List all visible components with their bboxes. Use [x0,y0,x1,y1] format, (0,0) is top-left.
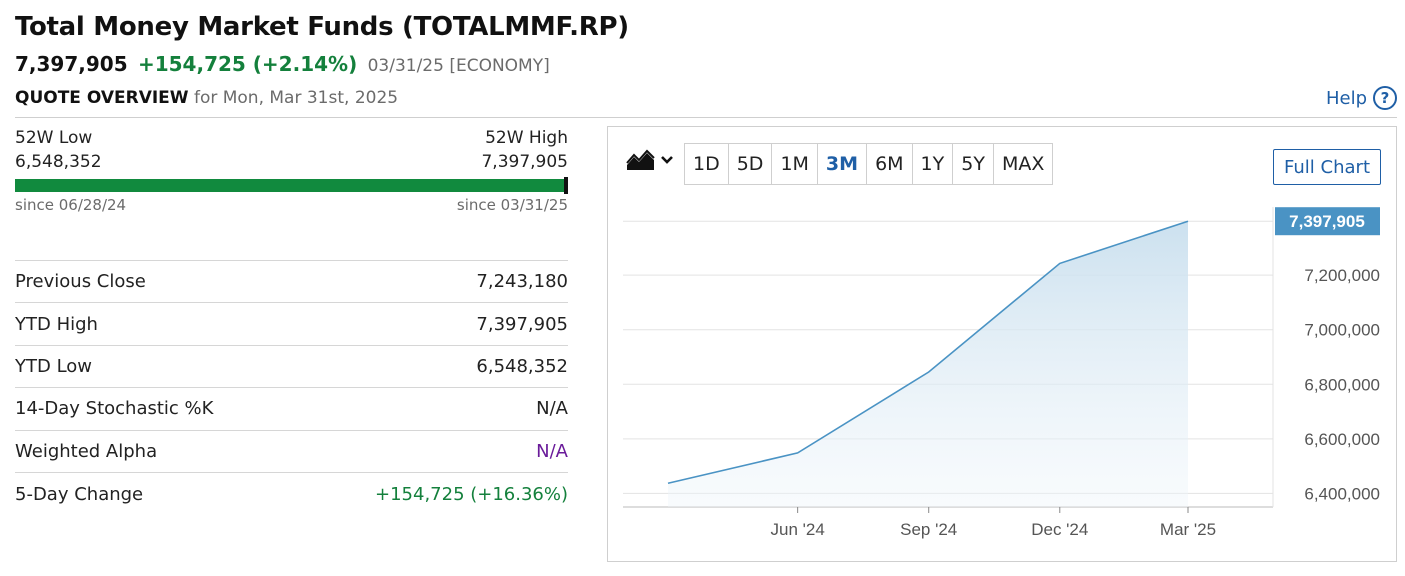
overview-date: for Mon, Mar 31st, 2025 [193,88,399,108]
stat-value: 7,243,180 [476,271,568,293]
stats-table: Previous Close 7,243,180 YTD High 7,397,… [15,260,568,515]
full-chart-button[interactable]: Full Chart [1273,149,1381,185]
tab-5y[interactable]: 5Y [953,144,994,184]
quote-meta: 03/31/25 [ECONOMY] [367,56,550,76]
52w-range-marker [564,177,568,194]
stat-row-previous-close: Previous Close 7,243,180 [15,261,568,304]
stat-label: YTD High [15,313,98,335]
tab-1m[interactable]: 1M [772,144,818,184]
y-tick-label: 7,000,000 [1304,321,1380,340]
stat-value: N/A [536,398,568,420]
y-tick-label: 6,600,000 [1304,430,1380,449]
page-title: Total Money Market Funds (TOTALMMF.RP) [15,12,629,42]
stat-value: +154,725 (+16.36%) [375,483,568,505]
tab-5d[interactable]: 5D [729,144,773,184]
chevron-down-icon [661,156,673,164]
52w-low-since: since 06/28/24 [15,196,127,214]
last-price-tag-label: 7,397,905 [1289,212,1365,231]
series-area [668,221,1188,507]
stat-row-weighted-alpha: Weighted Alpha N/A [15,431,568,473]
price-change: +154,725 (+2.14%) [137,52,358,76]
y-tick-label: 7,200,000 [1304,266,1380,285]
last-price-tag [1275,207,1380,236]
52w-high-since: since 03/31/25 [456,196,568,214]
help-icon: ? [1373,86,1397,110]
stat-value: 6,548,352 [476,355,568,377]
x-tick-label: Dec '24 [1031,520,1088,539]
y-tick-label: 6,400,000 [1304,484,1380,503]
help-link[interactable]: Help ? [1326,86,1397,110]
tab-1y[interactable]: 1Y [913,144,954,184]
stat-label: Previous Close [15,271,146,293]
x-tick-label: Mar '25 [1160,520,1216,539]
series-line [667,220,1189,485]
overview-label: QUOTE OVERVIEW [15,88,189,108]
stat-row-stochastic: 14-Day Stochastic %K N/A [15,388,568,431]
stat-row-5-day-change: 5-Day Change +154,725 (+16.36%) [15,473,568,515]
chart-panel: Jun '24 Sep '24 Dec '24 Mar '25 6,400,000 6,6… [607,126,1397,562]
quote-line: 7,397,905 +154,725 (+2.14%) 03/31/25 [EC… [15,52,550,76]
stat-label: 5-Day Change [15,483,144,505]
52-week-range: 52W Low 52W High 6,548,352 7,397,905 sin… [15,126,568,214]
x-tick-label: Sep '24 [900,520,957,539]
52w-high-label: 52W High [485,128,568,148]
help-label: Help [1325,87,1367,109]
last-price: 7,397,905 [15,52,128,76]
52w-range-bar [15,177,568,194]
52w-low-label: 52W Low [15,128,93,148]
stat-label: YTD Low [15,355,93,377]
stat-label: 14-Day Stochastic %K [15,398,214,420]
stat-row-ytd-low: YTD Low 6,548,352 [15,346,568,389]
overview-heading: QUOTE OVERVIEW for Mon, Mar 31st, 2025 [15,88,398,108]
tab-6m[interactable]: 6M [867,144,913,184]
52w-low-value: 6,548,352 [15,152,102,172]
stat-value: 7,397,905 [476,313,568,335]
stat-label: Weighted Alpha [15,440,158,462]
y-tick-label: 6,800,000 [1304,375,1380,394]
stat-row-ytd-high: YTD High 7,397,905 [15,303,568,346]
tab-3m[interactable]: 3M [818,144,868,184]
price-chart: Jun '24 Sep '24 Dec '24 Mar '25 6,400,000 6,6… [623,207,1380,539]
stat-value: N/A [536,440,568,462]
x-tick-label: Jun '24 [770,520,824,539]
chart-type-dropdown[interactable] [626,149,674,171]
range-tabs: 1D 5D 1M 3M 6M 1Y 5Y MAX [684,143,1054,185]
tab-max[interactable]: MAX [1001,153,1045,175]
52w-high-value: 7,397,905 [481,152,568,172]
tab-1d[interactable]: 1D [685,144,729,184]
mountain-chart-icon [626,149,655,170]
overview-bar: QUOTE OVERVIEW for Mon, Mar 31st, 2025 H… [15,86,1397,118]
